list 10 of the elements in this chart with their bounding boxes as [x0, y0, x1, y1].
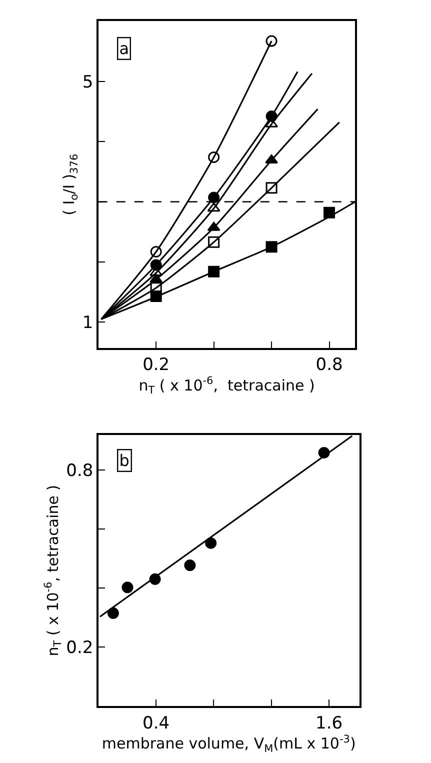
x-tick-label: 0.4 [142, 713, 170, 734]
y-tick-label: 1 [82, 313, 94, 334]
x-tick-label: 1.6 [316, 713, 343, 734]
x-axis-title: n$_{T}$ ( x 10$^{-6}$, tetracaine ) [138, 375, 315, 397]
x-axis-title: membrane volume, V$_{M}$(mL x 10$^{-3}$) [102, 733, 356, 755]
y-tick-label: 0.8 [66, 460, 94, 481]
annotation: b [119, 451, 130, 470]
y-tick-label: 0.2 [66, 638, 94, 658]
annotation: a [119, 39, 130, 58]
y-tick-label: 5 [82, 72, 94, 92]
